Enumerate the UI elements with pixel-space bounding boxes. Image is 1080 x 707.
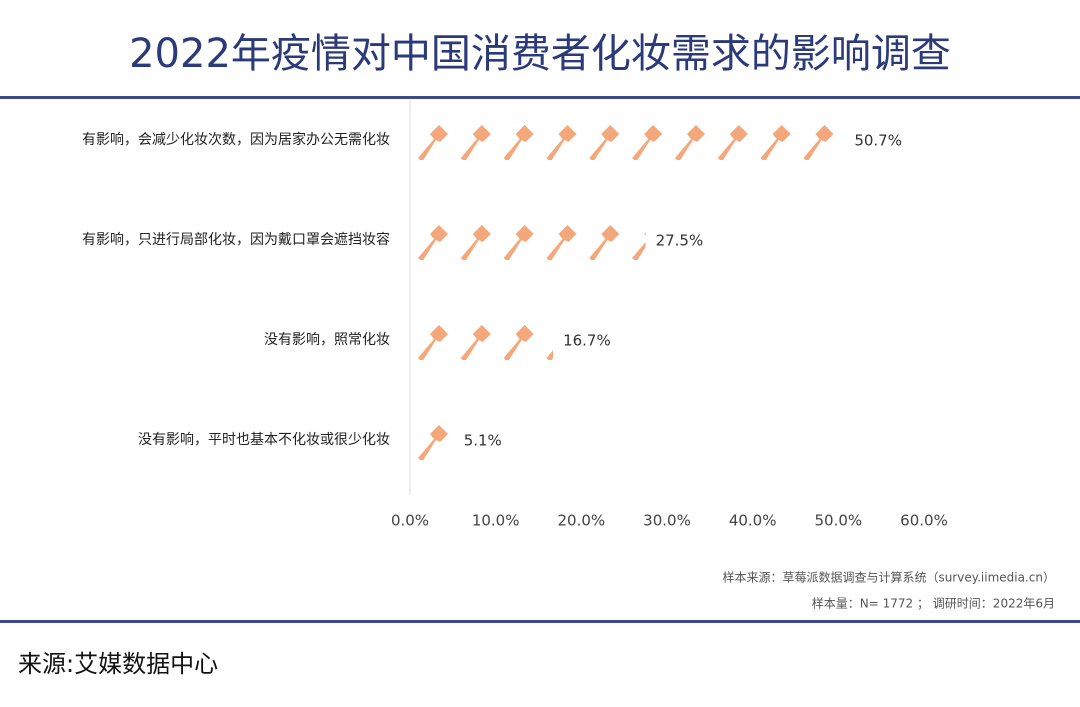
y-tick-label: 没有影响，照常化妆: [264, 332, 390, 348]
y-tick-label: 没有影响，平时也基本不化妆或很少化妆: [138, 431, 390, 448]
value-label: 50.7%: [854, 132, 902, 150]
x-tick-label: 30.0%: [643, 512, 691, 530]
source: 来源:艾媒数据中心: [18, 650, 218, 678]
note: 样本量：N= 1772 ； 调研时间：2022年6月: [812, 596, 1055, 611]
x-tick-label: 20.0%: [558, 512, 606, 530]
y-tick-label: 有影响，只进行局部化妆，因为戴口罩会遮挡妆容: [82, 231, 390, 248]
value-label: 5.1%: [464, 432, 502, 450]
x-tick-label: 0.0%: [391, 512, 429, 530]
value-label: 16.7%: [563, 332, 611, 350]
bar: [410, 320, 554, 360]
chart-title: 2022年疫情对中国消费者化妆需求的影响调查: [129, 31, 951, 77]
bar: [410, 420, 454, 460]
bar: [410, 120, 845, 160]
x-tick-label: 10.0%: [472, 512, 520, 530]
note: 样本来源：草莓派数据调查与计算系统（survey.iimedia.cn）: [722, 570, 1055, 585]
value-label: 27.5%: [656, 232, 704, 250]
bar: [410, 220, 646, 260]
x-tick-label: 40.0%: [729, 512, 777, 530]
x-tick-label: 50.0%: [815, 512, 863, 530]
x-tick-label: 60.0%: [900, 512, 948, 530]
bottom-rule: [0, 620, 1080, 623]
title-rule: [0, 96, 1080, 99]
y-tick-label: 有影响，会减少化妆次数，因为居家办公无需化妆: [82, 131, 390, 148]
